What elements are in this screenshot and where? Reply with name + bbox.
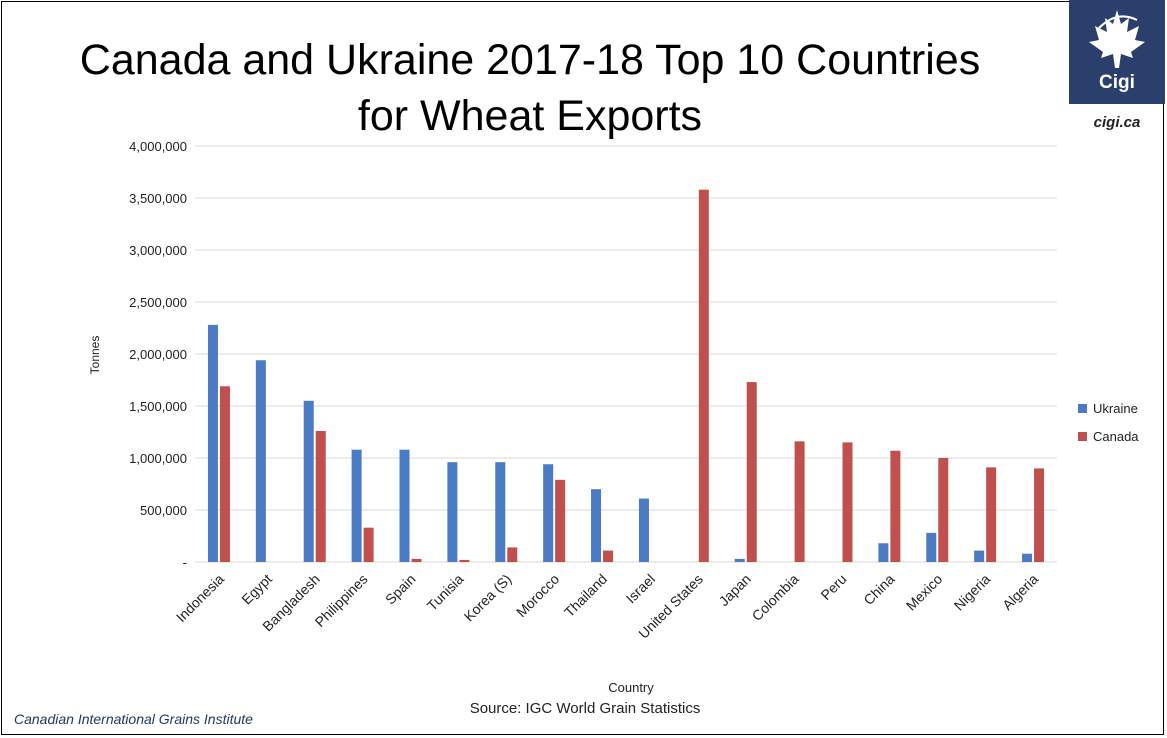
bar-ukraine-israel [638, 498, 649, 562]
bar-ukraine-algeria [1022, 553, 1033, 562]
title-line-1: Canada and Ukraine 2017-18 Top 10 Countr… [79, 36, 981, 84]
bar-ukraine-mexico [926, 532, 937, 562]
legend-swatch-ukraine [1078, 403, 1087, 413]
bar-canada-mexico [938, 458, 949, 562]
bar-ukraine-tunisia [447, 462, 458, 562]
bar-canada-korea-s- [507, 547, 518, 562]
legend-item-ukraine: Ukraine [1078, 398, 1139, 418]
grid-lines [195, 145, 1057, 563]
x-axis-label: Country [608, 680, 654, 695]
bar-canada-indonesia [219, 386, 230, 562]
bar-canada-china [890, 450, 901, 562]
x-tick-label: Colombia [749, 571, 802, 624]
bars [207, 189, 1045, 562]
legend-item-canada: Canada [1078, 426, 1139, 446]
bar-ukraine-philippines [351, 449, 362, 562]
y-tick-label: 2,000,000 [129, 347, 187, 362]
bar-ukraine-spain [399, 449, 410, 562]
cigi-logo: Cigi [1069, 0, 1165, 104]
y-tick-labels: - 500,000 1,000,000 1,500,000 2,000,000 2,500… [129, 139, 187, 570]
x-tick-label: Algeria [999, 571, 1041, 613]
legend-swatch-canada [1078, 431, 1087, 441]
bar-canada-tunisia [459, 559, 470, 562]
bar-canada-morocco [555, 479, 566, 562]
x-tick-label: Thailand [561, 571, 610, 620]
bar-ukraine-china [878, 543, 889, 562]
y-axis-label: Tonnes [88, 336, 102, 375]
x-tick-label: Indonesia [173, 571, 227, 625]
source-note: Source: IGC World Grain Statistics [469, 700, 701, 717]
y-tick-label: 500,000 [140, 503, 187, 518]
bar-canada-colombia [794, 441, 805, 562]
y-tick-label: 3,000,000 [129, 243, 187, 258]
x-tick-label: Mexico [903, 571, 946, 614]
y-tick-label: 1,500,000 [129, 399, 187, 414]
title-line-2: for Wheat Exports [357, 92, 703, 140]
y-tick-label: 1,000,000 [129, 451, 187, 466]
bar-ukraine-nigeria [974, 550, 985, 562]
bar-canada-philippines [363, 527, 374, 562]
bar-ukraine-korea-s- [495, 462, 506, 562]
x-tick-label: Nigeria [951, 571, 994, 614]
bar-canada-thailand [603, 550, 614, 562]
bar-canada-bangladesh [315, 430, 326, 562]
x-tick-label: Korea (S) [461, 571, 515, 625]
x-tick-label: Japan [716, 571, 754, 609]
maple-leaf-icon [1089, 10, 1145, 68]
bar-canada-nigeria [986, 467, 997, 562]
bar-ukraine-indonesia [207, 324, 218, 562]
chart-title: Canada and Ukraine 2017-18 Top 10 Countr… [20, 32, 1040, 144]
legend: Ukraine Canada [1078, 398, 1139, 454]
y-tick-label: 2,500,000 [129, 295, 187, 310]
bar-canada-japan [746, 382, 757, 562]
bar-ukraine-thailand [591, 489, 602, 562]
y-tick-label: 3,500,000 [129, 191, 187, 206]
x-tick-label: China [860, 571, 897, 608]
bar-ukraine-japan [734, 558, 745, 562]
bar-canada-algeria [1034, 468, 1045, 562]
y-tick-label: - [183, 555, 187, 570]
x-tick-label: Peru [817, 571, 849, 603]
x-tick-label: Tunisia [424, 571, 467, 614]
legend-label-canada: Canada [1093, 428, 1139, 444]
bar-ukraine-bangladesh [303, 400, 314, 562]
bar-ukraine-morocco [543, 464, 554, 562]
bar-canada-united-states [698, 189, 709, 562]
logo-text: Cigi [1099, 72, 1135, 93]
x-tick-label: Spain [382, 571, 419, 608]
bar-canada-spain [411, 558, 422, 562]
y-tick-label: 4,000,000 [129, 139, 187, 154]
logo-url[interactable]: cigi.ca [1093, 114, 1141, 131]
bar-canada-peru [842, 442, 853, 562]
bar-ukraine-egypt [255, 360, 266, 562]
footer-organization: Canadian International Grains Institute [14, 711, 253, 727]
x-tick-label: Morocco [513, 571, 562, 620]
x-tick-label: Egypt [238, 571, 275, 608]
x-tick-label: Israel [623, 571, 659, 607]
legend-label-ukraine: Ukraine [1093, 400, 1138, 416]
